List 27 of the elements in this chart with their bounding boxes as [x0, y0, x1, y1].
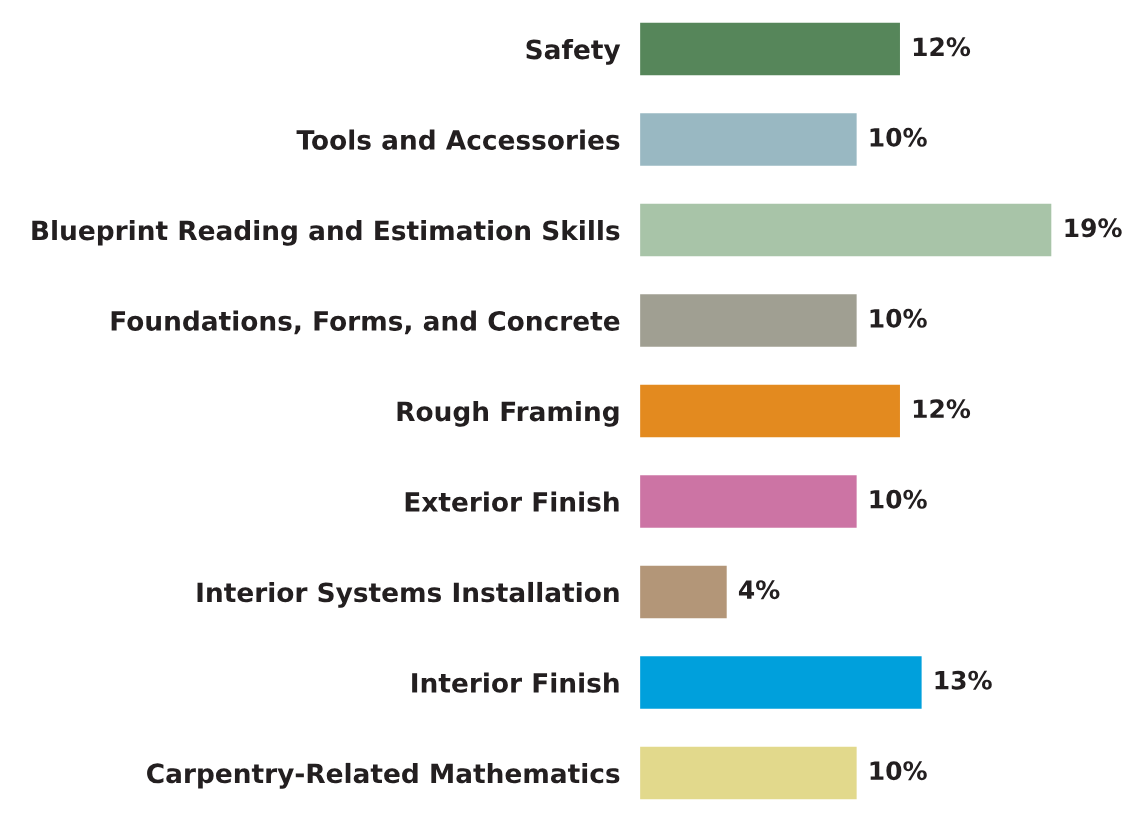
y-tick-label: Foundations, Forms, and Concrete: [111, 310, 620, 335]
y-tick-label: Interior Finish: [412, 672, 619, 693]
data-label: 10%: [870, 489, 927, 509]
data-label: 4%: [738, 580, 780, 600]
data-label: 12%: [913, 37, 971, 57]
y-tick-label: Safety: [526, 39, 621, 65]
data-label: 19%: [1065, 218, 1122, 238]
y-tick-label: Rough Framing: [397, 400, 619, 427]
y-tick-label: Exterior Finish: [405, 491, 619, 512]
bar: [640, 746, 857, 800]
bar: [640, 384, 900, 438]
y-tick-label: Blueprint Reading and Estimation Skills: [32, 219, 620, 246]
bar: [640, 475, 857, 528]
bar: [640, 565, 727, 619]
data-label: 10%: [870, 761, 927, 781]
y-tick-label: Interior Systems Installation: [197, 581, 619, 608]
y-tick-label: Tools and Accessories: [296, 129, 620, 150]
data-label: 10%: [870, 127, 927, 147]
y-tick-label: Carpentry-Related Mathematics: [147, 762, 620, 789]
bar: [640, 203, 1052, 257]
data-label: 10%: [870, 308, 927, 328]
bar: [640, 294, 857, 347]
bar: [640, 656, 922, 709]
bar: [640, 22, 900, 76]
data-label: 13%: [935, 670, 992, 690]
data-label: 12%: [913, 399, 971, 419]
bar: [640, 113, 857, 166]
